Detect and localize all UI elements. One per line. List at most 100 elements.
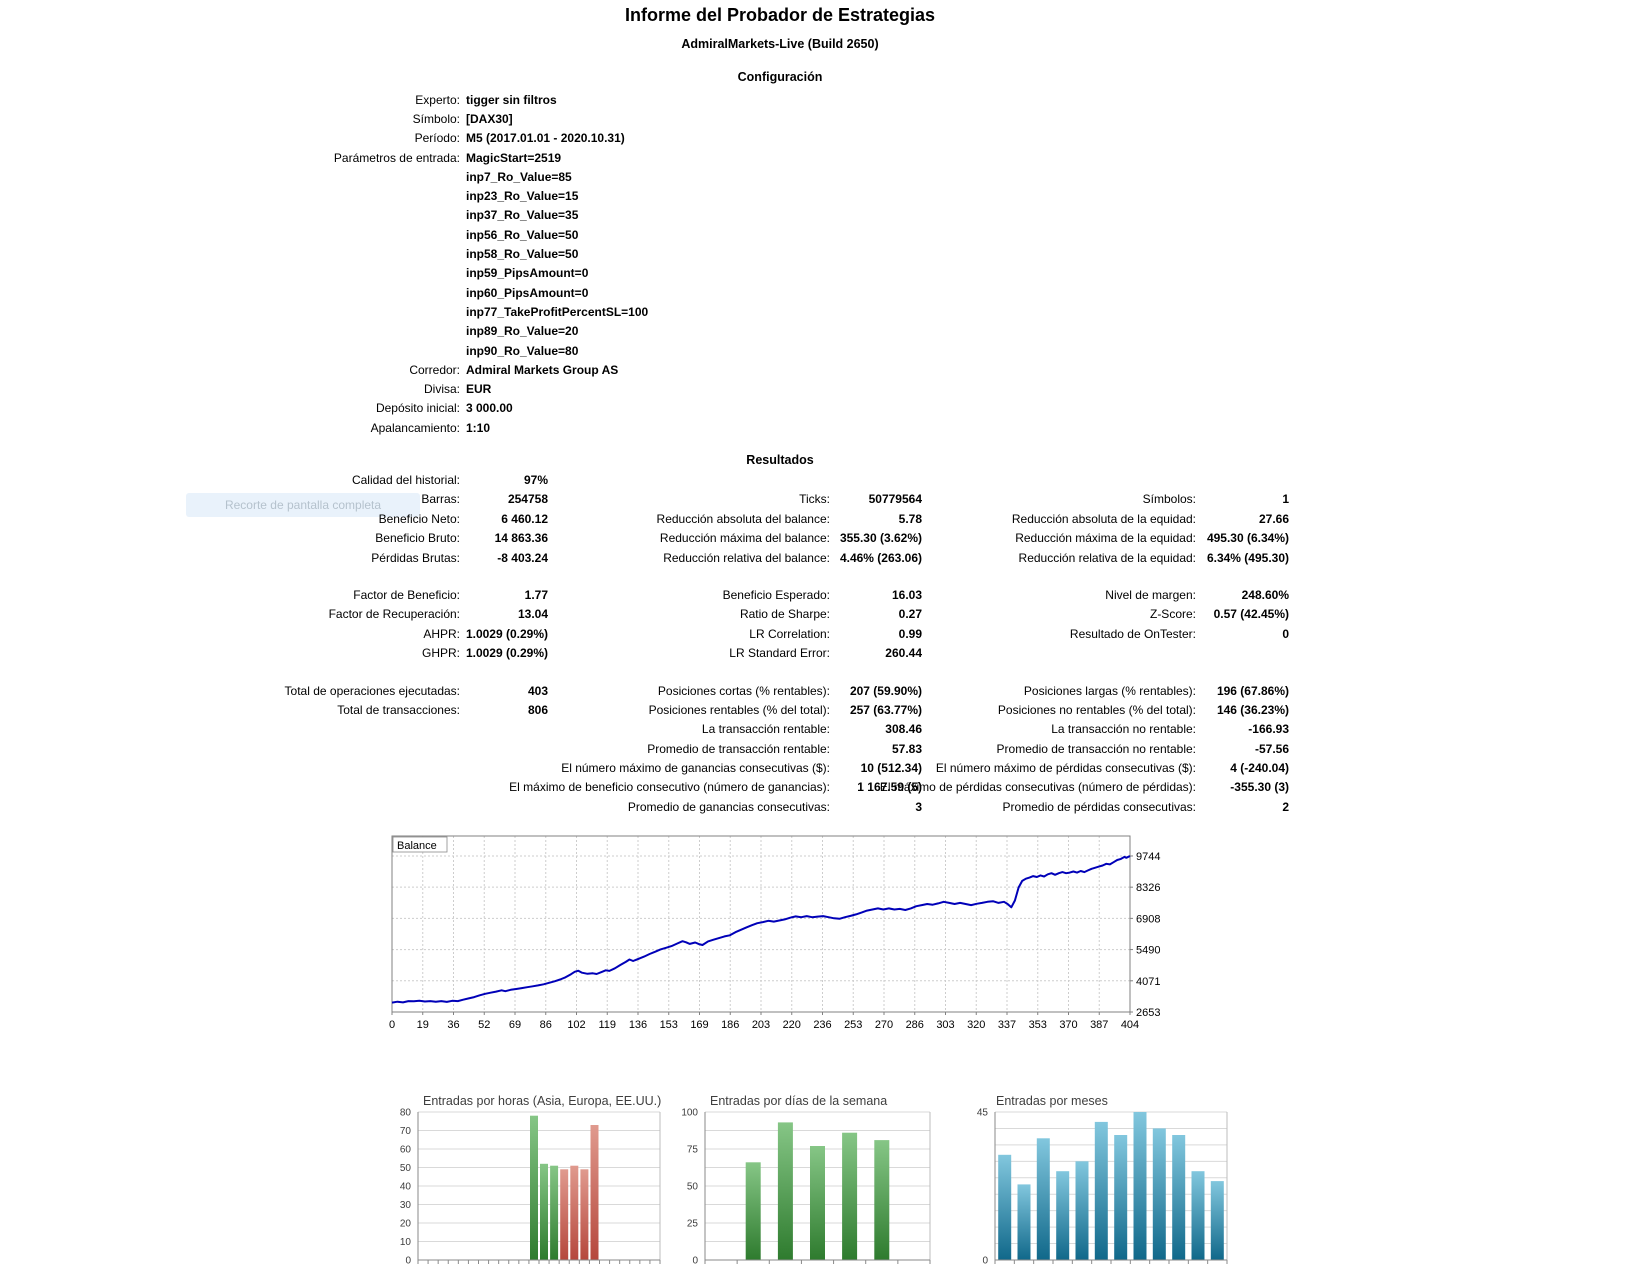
bar — [540, 1163, 548, 1260]
screenshot-overlay-button[interactable]: Recorte de pantalla completa — [186, 493, 420, 517]
results-spacer — [0, 664, 1633, 682]
config-row: inp89_Ro_Value=20 — [0, 322, 1633, 341]
y-axis-label: 25 — [687, 1219, 699, 1230]
result-label: Promedio de pérdidas consecutivas: — [1002, 799, 1196, 814]
x-axis-label: 102 — [567, 1019, 585, 1031]
result-value: 207 (59.90%) — [849, 683, 922, 698]
days-chart: Entradas por días de la semana 100 75 50 25 0 — [681, 1094, 931, 1267]
y-axis-label: 80 — [400, 1108, 412, 1119]
y-axis-label: 40 — [400, 1182, 412, 1193]
plot-border — [391, 835, 1131, 1013]
balance-line — [391, 855, 1131, 1004]
x-axis-label: 186 — [721, 1019, 739, 1031]
result-label: Pérdidas Brutas: — [371, 550, 460, 565]
result-value: 1.0029 (0.29%) — [465, 646, 548, 661]
result-value: 16.03 — [891, 587, 922, 602]
y-axis-label: 10 — [400, 1237, 412, 1248]
config-row: inp60_PipsAmount=0 — [0, 283, 1633, 302]
config-row: Período: M5 (2017.01.01 - 2020.10.31) — [0, 129, 1633, 148]
bar — [530, 1115, 538, 1260]
result-label: Total de operaciones ejecutadas: — [284, 683, 460, 698]
y-axis-label: 70 — [400, 1126, 412, 1137]
y-axis-label: 6908 — [1136, 913, 1160, 925]
bar — [1152, 1128, 1166, 1260]
config-row: inp59_PipsAmount=0 — [0, 264, 1633, 283]
result-value: 248.60% — [1241, 587, 1289, 602]
result-row: El máximo de beneficio consecutivo (núme… — [0, 778, 1633, 797]
bar — [1075, 1161, 1089, 1260]
y-axis-label: 0 — [982, 1256, 988, 1267]
result-label: Beneficio Neto: — [378, 511, 460, 526]
config-row: inp7_Ro_Value=85 — [0, 167, 1633, 186]
result-label: Reducción máxima de la equidad: — [1015, 531, 1196, 546]
result-label: Reducción máxima del balance: — [659, 531, 830, 546]
legend-label: Balance — [397, 840, 437, 852]
config-value: 1:10 — [466, 420, 491, 435]
result-value: 308.46 — [885, 722, 922, 737]
result-label: Factor de Beneficio: — [353, 587, 460, 602]
result-row: Promedio de ganancias consecutivas: 3 Prom… — [0, 798, 1633, 817]
result-label: El número máximo de pérdidas consecutiva… — [935, 761, 1196, 776]
bar — [1036, 1138, 1050, 1260]
y-axis-label: 4071 — [1136, 976, 1160, 988]
result-label: Factor de Recuperación: — [328, 607, 460, 622]
config-value: inp77_TakeProfitPercentSL=100 — [466, 304, 649, 319]
result-value: 50779564 — [868, 492, 922, 507]
config-value: EUR — [466, 382, 492, 397]
result-label: GHPR: — [421, 646, 460, 661]
bar — [570, 1165, 579, 1260]
config-label: Divisa: — [423, 382, 460, 397]
result-row: Total de operaciones ejecutadas: 403 Posic… — [0, 682, 1633, 701]
page-title: Informe del Probador de Estrategias — [624, 5, 936, 25]
config-value: inp58_Ro_Value=50 — [466, 247, 579, 262]
chart-title: Entradas por días de la semana — [710, 1094, 887, 1108]
x-axis-label: 337 — [998, 1019, 1016, 1031]
config-value: inp89_Ro_Value=20 — [466, 324, 579, 339]
x-axis-label: 153 — [660, 1019, 678, 1031]
config-row: inp90_Ro_Value=80 — [0, 341, 1633, 360]
result-row: GHPR: 1.0029 (0.29%) LR Standard Error: 260… — [0, 644, 1633, 663]
result-label: Símbolos: — [1142, 492, 1196, 507]
result-label: Posiciones no rentables (% del total): — [997, 702, 1196, 717]
config-row: Divisa: EUR — [0, 379, 1633, 398]
x-axis-label: 236 — [813, 1019, 831, 1031]
result-value: 6 460.12 — [501, 511, 548, 526]
report-subtitle: AdmiralMarkets-Live (Build 2650) — [681, 37, 879, 51]
result-label: Ratio de Sharpe: — [739, 607, 830, 622]
result-value: 196 (67.86%) — [1216, 683, 1289, 698]
result-label: AHPR: — [423, 626, 460, 641]
months-chart: Entradas por meses 45 0 — [977, 1094, 1228, 1267]
config-row: inp58_Ro_Value=50 — [0, 244, 1633, 263]
result-label: Z-Score: — [1149, 607, 1196, 622]
result-row: Barras: 254758 Ticks: 50779564 Símbolos: 1 — [0, 490, 1633, 509]
result-value: 806 — [527, 702, 548, 717]
y-axis-label: 60 — [400, 1145, 412, 1156]
bar — [1210, 1181, 1224, 1260]
hours-chart: Entradas por horas (Asia, Europa, EE.UU.… — [400, 1094, 661, 1267]
x-axis-label: 270 — [875, 1019, 893, 1031]
result-value: 1.0029 (0.29%) — [465, 626, 548, 641]
result-value: 3 — [915, 799, 922, 814]
result-value: 1 — [1282, 492, 1289, 507]
result-value: 403 — [527, 683, 548, 698]
config-row: inp23_Ro_Value=15 — [0, 186, 1633, 205]
bar — [1094, 1121, 1108, 1260]
y-axis-label: 50 — [400, 1163, 412, 1174]
x-axis-label: 253 — [844, 1019, 862, 1031]
result-row: Factor de Recuperación: 13.04 Ratio de Sha… — [0, 605, 1633, 624]
x-axis-label: 0 — [389, 1019, 395, 1031]
config-row: inp37_Ro_Value=35 — [0, 206, 1633, 225]
result-value: 13.04 — [517, 607, 548, 622]
config-label: Depósito inicial: — [375, 401, 460, 416]
config-value: M5 (2017.01.01 - 2020.10.31) — [466, 131, 625, 146]
result-label: Nivel de margen: — [1105, 587, 1196, 602]
result-row: Total de transacciones: 806 Posiciones ren… — [0, 701, 1633, 720]
result-value: 0.27 — [898, 607, 922, 622]
result-value: 14 863.36 — [494, 531, 548, 546]
y-axis-label: 0 — [405, 1256, 411, 1267]
configuration-table: Experto: tigger sin filtros Símbolo: [DAX30… — [0, 90, 1633, 437]
section-heading-configuration: Configuración — [737, 70, 823, 84]
config-value: [DAX30] — [466, 111, 513, 126]
y-axis-label: 75 — [687, 1145, 699, 1156]
config-row: inp56_Ro_Value=50 — [0, 225, 1633, 244]
